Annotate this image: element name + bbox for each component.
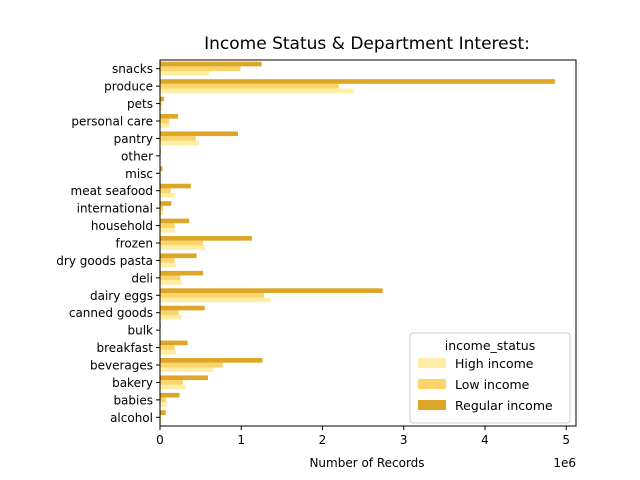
- y-tick-label-frozen: frozen: [115, 237, 153, 251]
- y-tick-label-produce: produce: [104, 80, 153, 94]
- bar-breakfast-regular-income: [160, 340, 188, 346]
- bar-babies-low-income: [160, 397, 166, 403]
- bar-pantry-regular-income: [160, 131, 238, 137]
- bar-pets-low-income: [160, 101, 162, 106]
- bar-international-low-income: [160, 205, 164, 211]
- bar-beverages-regular-income: [160, 358, 263, 363]
- y-tick-label-pantry: pantry: [114, 132, 153, 146]
- y-tick-label-meat-seafood: meat seafood: [71, 184, 153, 198]
- legend-items: High income Low income Regular income: [418, 356, 553, 413]
- bar-pantry-high-income: [160, 140, 199, 146]
- bar-babies-high-income: [160, 402, 168, 407]
- bar-frozen-regular-income: [160, 236, 252, 241]
- y-tick-label-pets: pets: [127, 97, 153, 111]
- y-tick-label-dairy-eggs: dairy eggs: [90, 289, 153, 303]
- bar-produce-low-income: [160, 83, 339, 89]
- y-tick-label-misc: misc: [125, 167, 153, 181]
- bar-meat-seafood-low-income: [160, 188, 171, 194]
- y-tick-label-other: other: [121, 149, 153, 163]
- bar-meat-seafood-regular-income: [160, 183, 191, 189]
- x-tick-label: 2: [319, 433, 327, 447]
- y-tick-label-snacks: snacks: [112, 62, 153, 76]
- legend-title: income_status: [445, 338, 535, 353]
- bar-alcohol-high-income: [160, 419, 162, 425]
- y-tick-label-bulk: bulk: [127, 324, 153, 338]
- bar-household-high-income: [160, 227, 175, 233]
- bar-dairy-eggs-high-income: [160, 297, 271, 303]
- x-axis-ticks: 0 1 2 3 4 5: [156, 426, 570, 447]
- bar-deli-low-income: [160, 275, 181, 281]
- bar-personal-care-high-income: [160, 123, 170, 128]
- bar-dairy-eggs-regular-income: [160, 288, 383, 293]
- bar-frozen-low-income: [160, 240, 204, 246]
- bar-canned-goods-high-income: [160, 315, 182, 320]
- x-tick-label: 5: [562, 433, 570, 447]
- bar-breakfast-low-income: [160, 345, 175, 350]
- bars-layer: [160, 61, 555, 425]
- bar-dry-goods-pasta-low-income: [160, 258, 175, 263]
- bar-pantry-low-income: [160, 136, 196, 141]
- x-axis-offset-label: 1e6: [553, 456, 576, 470]
- chart-title: Income Status & Department Interest:: [204, 34, 530, 54]
- bar-misc-regular-income: [160, 166, 163, 171]
- x-tick-label: 3: [400, 433, 408, 447]
- legend-box: [409, 332, 571, 424]
- y-axis-ticks: alcohol babies bakery beverages breakfast bul…: [56, 62, 160, 425]
- bar-bakery-regular-income: [160, 375, 208, 381]
- bar-international-regular-income: [160, 201, 172, 206]
- y-tick-label-alcohol: alcohol: [110, 411, 153, 425]
- legend-swatch-low-income: [418, 379, 446, 389]
- y-tick-label-household: household: [91, 219, 153, 233]
- x-tick-label: 0: [156, 433, 164, 447]
- bar-canned-goods-regular-income: [160, 305, 205, 311]
- legend-label-high-income: High income: [455, 356, 534, 371]
- bar-personal-care-low-income: [160, 118, 169, 124]
- bar-breakfast-high-income: [160, 349, 177, 355]
- bar-bakery-low-income: [160, 380, 183, 385]
- bar-babies-regular-income: [160, 392, 180, 398]
- y-tick-label-babies: babies: [113, 393, 153, 407]
- bar-beverages-high-income: [160, 367, 214, 372]
- y-tick-label-international: international: [77, 202, 153, 216]
- bar-bakery-high-income: [160, 384, 186, 390]
- plot-frame: [159, 59, 577, 427]
- y-tick-label-breakfast: breakfast: [96, 341, 153, 355]
- bar-produce-high-income: [160, 88, 354, 94]
- legend: income_status High income Low income Regul…: [409, 332, 571, 424]
- y-tick-label-dry-goods-pasta: dry goods pasta: [56, 254, 153, 268]
- bar-dry-goods-pasta-high-income: [160, 262, 177, 268]
- y-tick-label-deli: deli: [131, 271, 153, 285]
- bar-international-high-income: [160, 210, 164, 216]
- y-tick-label-canned-goods: canned goods: [69, 306, 153, 320]
- bar-pets-high-income: [160, 105, 163, 111]
- bar-personal-care-regular-income: [160, 114, 178, 119]
- bar-snacks-high-income: [160, 71, 210, 76]
- y-tick-label-bakery: bakery: [112, 376, 153, 390]
- bar-canned-goods-low-income: [160, 310, 179, 316]
- bar-alcohol-regular-income: [160, 410, 166, 415]
- bar-household-regular-income: [160, 218, 190, 224]
- bar-snacks-low-income: [160, 66, 241, 72]
- bar-frozen-high-income: [160, 245, 206, 250]
- legend-swatch-high-income: [418, 358, 446, 368]
- legend-swatch-regular-income: [418, 400, 446, 410]
- y-tick-label-personal-care: personal care: [71, 115, 153, 129]
- bar-produce-regular-income: [160, 79, 555, 84]
- bar-dry-goods-pasta-regular-income: [160, 253, 197, 259]
- x-tick-label: 1: [237, 433, 245, 447]
- bar-deli-high-income: [160, 280, 182, 285]
- bar-snacks-regular-income: [160, 61, 262, 67]
- legend-label-regular-income: Regular income: [455, 398, 553, 413]
- y-tick-label-beverages: beverages: [90, 359, 153, 373]
- bar-pets-regular-income: [160, 96, 165, 102]
- bar-household-low-income: [160, 223, 175, 228]
- bar-dairy-eggs-low-income: [160, 292, 264, 298]
- bar-deli-regular-income: [160, 270, 204, 276]
- bar-beverages-low-income: [160, 362, 223, 368]
- legend-label-low-income: Low income: [455, 377, 530, 392]
- bar-meat-seafood-high-income: [160, 193, 176, 198]
- x-axis-label: Number of Records: [309, 456, 424, 470]
- x-tick-label: 4: [481, 433, 489, 447]
